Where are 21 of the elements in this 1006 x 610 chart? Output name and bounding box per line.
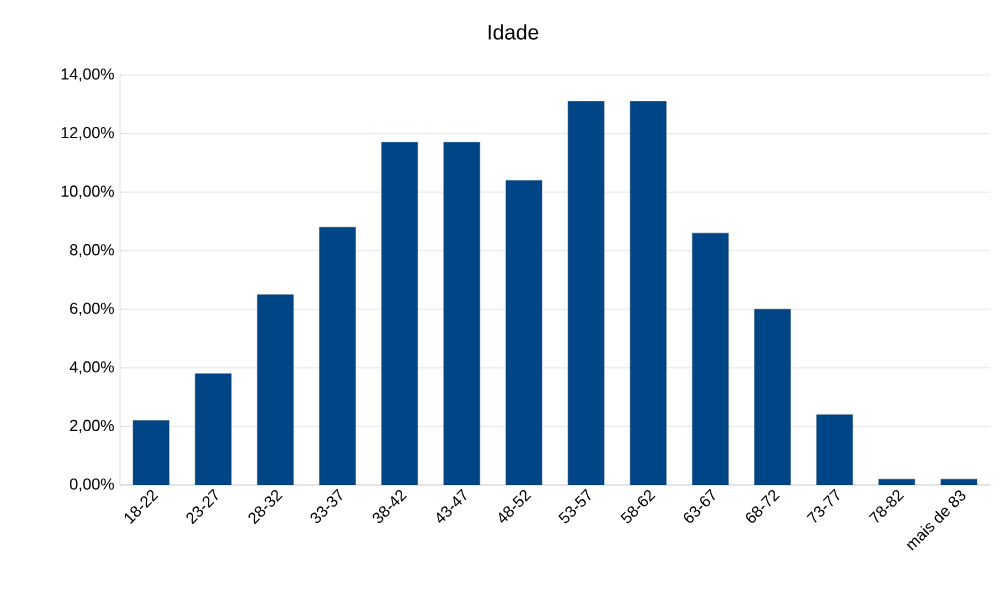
bar xyxy=(630,101,667,485)
y-tick-label: 6,00% xyxy=(70,302,114,316)
bar xyxy=(692,232,729,485)
y-tick-label: 0,00% xyxy=(69,478,114,492)
bar xyxy=(132,420,170,485)
y-tick-label: 4,00% xyxy=(69,361,114,375)
y-tick-label: 8,00% xyxy=(69,244,114,258)
bar xyxy=(257,294,294,485)
bar xyxy=(443,142,480,485)
bar xyxy=(195,373,232,485)
y-tick-label: 2,00% xyxy=(70,419,114,433)
y-tick-label: 14,00% xyxy=(61,68,114,82)
y-tick-label: 10,00% xyxy=(61,185,114,199)
bar xyxy=(381,142,418,485)
chart-title: Idade xyxy=(488,24,539,40)
y-tick-label: 12,00% xyxy=(61,126,114,141)
bar xyxy=(754,309,791,485)
bar xyxy=(816,414,853,485)
bar xyxy=(319,227,356,485)
bar xyxy=(505,180,543,485)
bar xyxy=(567,101,605,485)
